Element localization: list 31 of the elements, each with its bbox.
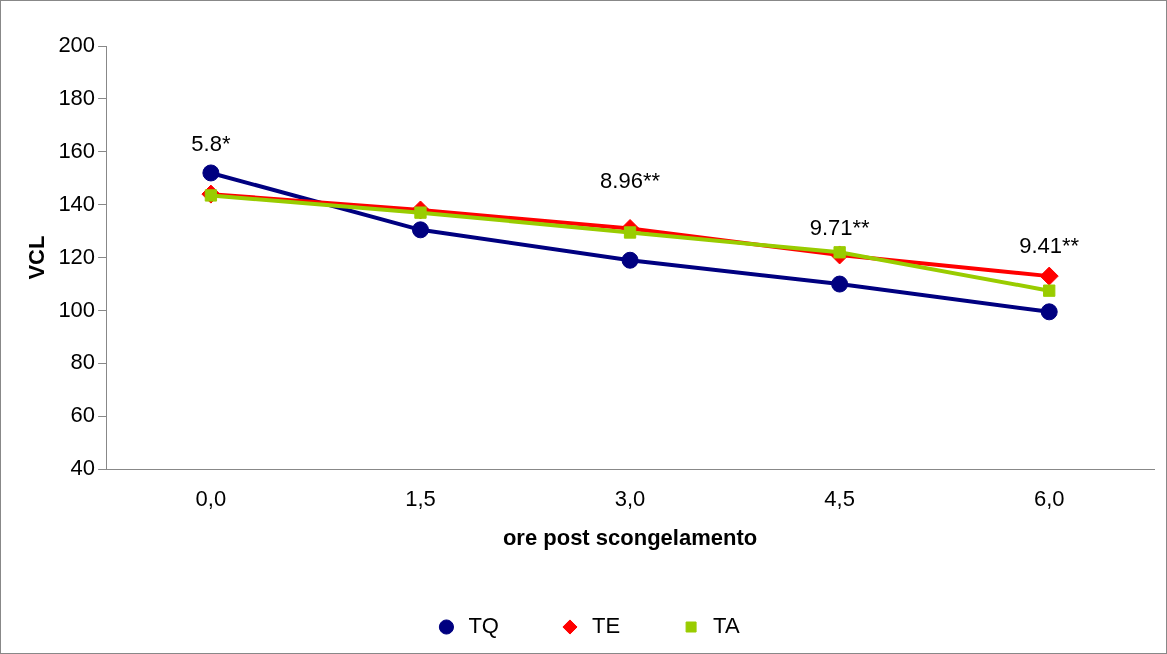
x-tick-label: 0,0 (195, 486, 227, 512)
y-tick-label: 140 (58, 190, 96, 216)
legend-label: TQ (468, 613, 499, 639)
point (1039, 266, 1059, 286)
y-tick-label: 200 (58, 32, 96, 58)
y-tick-label: 120 (58, 243, 96, 269)
x-tick-label: 3,0 (614, 486, 646, 512)
point (831, 275, 849, 293)
x-axis-title: ore post scongelamento (502, 524, 758, 550)
y-tick-label: 100 (58, 296, 96, 322)
x-tick-label: 1,5 (405, 486, 436, 512)
legend-label: TA (713, 613, 740, 639)
point (1040, 303, 1058, 321)
annotation: 9.71** (809, 215, 871, 241)
legend-label: TE (591, 613, 621, 639)
annotation: 8.96** (600, 167, 661, 193)
y-tick-label: 160 (58, 137, 96, 163)
y-axis-title: VCL (24, 235, 50, 280)
annotation: 9.41** (1019, 233, 1080, 259)
point (1043, 284, 1056, 297)
point (623, 226, 637, 239)
point (621, 251, 639, 269)
y-tick-label: 60 (70, 402, 96, 428)
point (202, 164, 220, 182)
y-tick-label: 40 (70, 455, 96, 481)
x-tick-label: 6,0 (1033, 486, 1065, 512)
annotation: 5.8* (191, 131, 231, 157)
point (411, 221, 429, 239)
y-tick-label: 180 (58, 84, 96, 110)
y-tick-label: 80 (70, 349, 96, 375)
x-tick-label: 4,5 (824, 486, 855, 512)
